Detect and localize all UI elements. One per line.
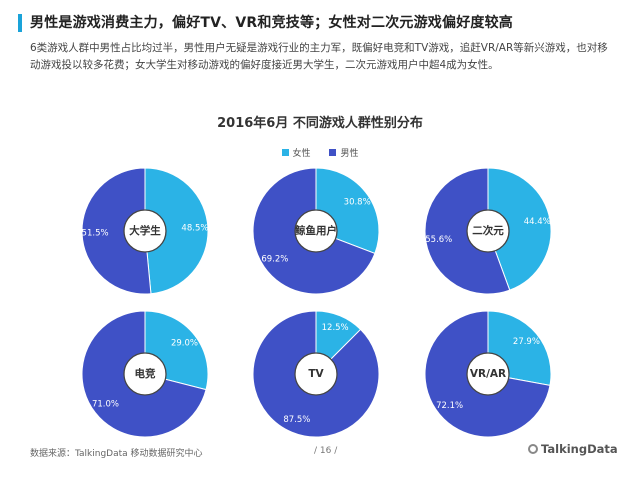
- value-label-female-3: 44.4%: [524, 217, 551, 227]
- value-label-female-2: 30.8%: [344, 198, 371, 208]
- donut-center-4: [123, 352, 167, 396]
- brand-icon: [528, 443, 538, 454]
- value-label-male-1: 51.5%: [82, 228, 109, 238]
- value-label-female-4: 29.0%: [171, 338, 198, 348]
- group-label-4: 电竞: [135, 367, 156, 380]
- value-label-male-3: 55.6%: [425, 235, 452, 245]
- chart-title: 2016年6月 不同游戏人群性别分布: [217, 116, 423, 131]
- legend-item-female: 女性: [281, 146, 311, 159]
- donut-center-6: [466, 352, 510, 396]
- value-label-female-1: 48.5%: [181, 224, 208, 234]
- value-label-male-2: 69.2%: [261, 254, 288, 264]
- group-label-6: VR/AR: [470, 368, 506, 380]
- brand-name: TalkingData: [541, 442, 618, 456]
- legend-item-male: 男性: [329, 146, 358, 159]
- page-headline: 男性是游戏消费主力，偏好TV、VR和竞技等；女性对二次元游戏偏好度较高: [30, 15, 513, 31]
- donut-center-1: [123, 209, 167, 253]
- group-label-5: TV: [308, 368, 324, 380]
- legend-label-female: 女性: [292, 149, 311, 159]
- donut-center-3: [466, 209, 510, 253]
- value-label-female-6: 27.9%: [513, 337, 540, 347]
- value-label-male-6: 72.1%: [436, 401, 463, 411]
- value-label-male-4: 71.0%: [92, 400, 119, 410]
- intro-paragraph: 6类游戏人群中男性占比均过半，男性用户无疑是游戏行业的主力军，既偏好电竞和TV游…: [30, 42, 608, 71]
- legend-swatch-male: [329, 149, 337, 156]
- donut-center-2: [294, 209, 338, 253]
- value-label-female-5: 12.5%: [322, 323, 349, 333]
- donut-center-5: [294, 352, 338, 396]
- footer-source: 数据来源：TalkingData 移动数据研究中心: [30, 449, 203, 459]
- group-label-2: 鲸鱼用户: [295, 224, 337, 237]
- value-label-male-5: 87.5%: [283, 415, 310, 425]
- brand-logo: TalkingData: [528, 442, 618, 456]
- group-label-1: 大学生: [129, 224, 161, 237]
- legend-swatch-female: [281, 149, 289, 156]
- group-label-3: 二次元: [472, 224, 504, 237]
- chart-legend: 女性 男性: [0, 146, 640, 159]
- title-accent-bar: [18, 14, 22, 32]
- legend-label-male: 男性: [340, 149, 359, 159]
- page-number: / 16 /: [314, 446, 338, 456]
